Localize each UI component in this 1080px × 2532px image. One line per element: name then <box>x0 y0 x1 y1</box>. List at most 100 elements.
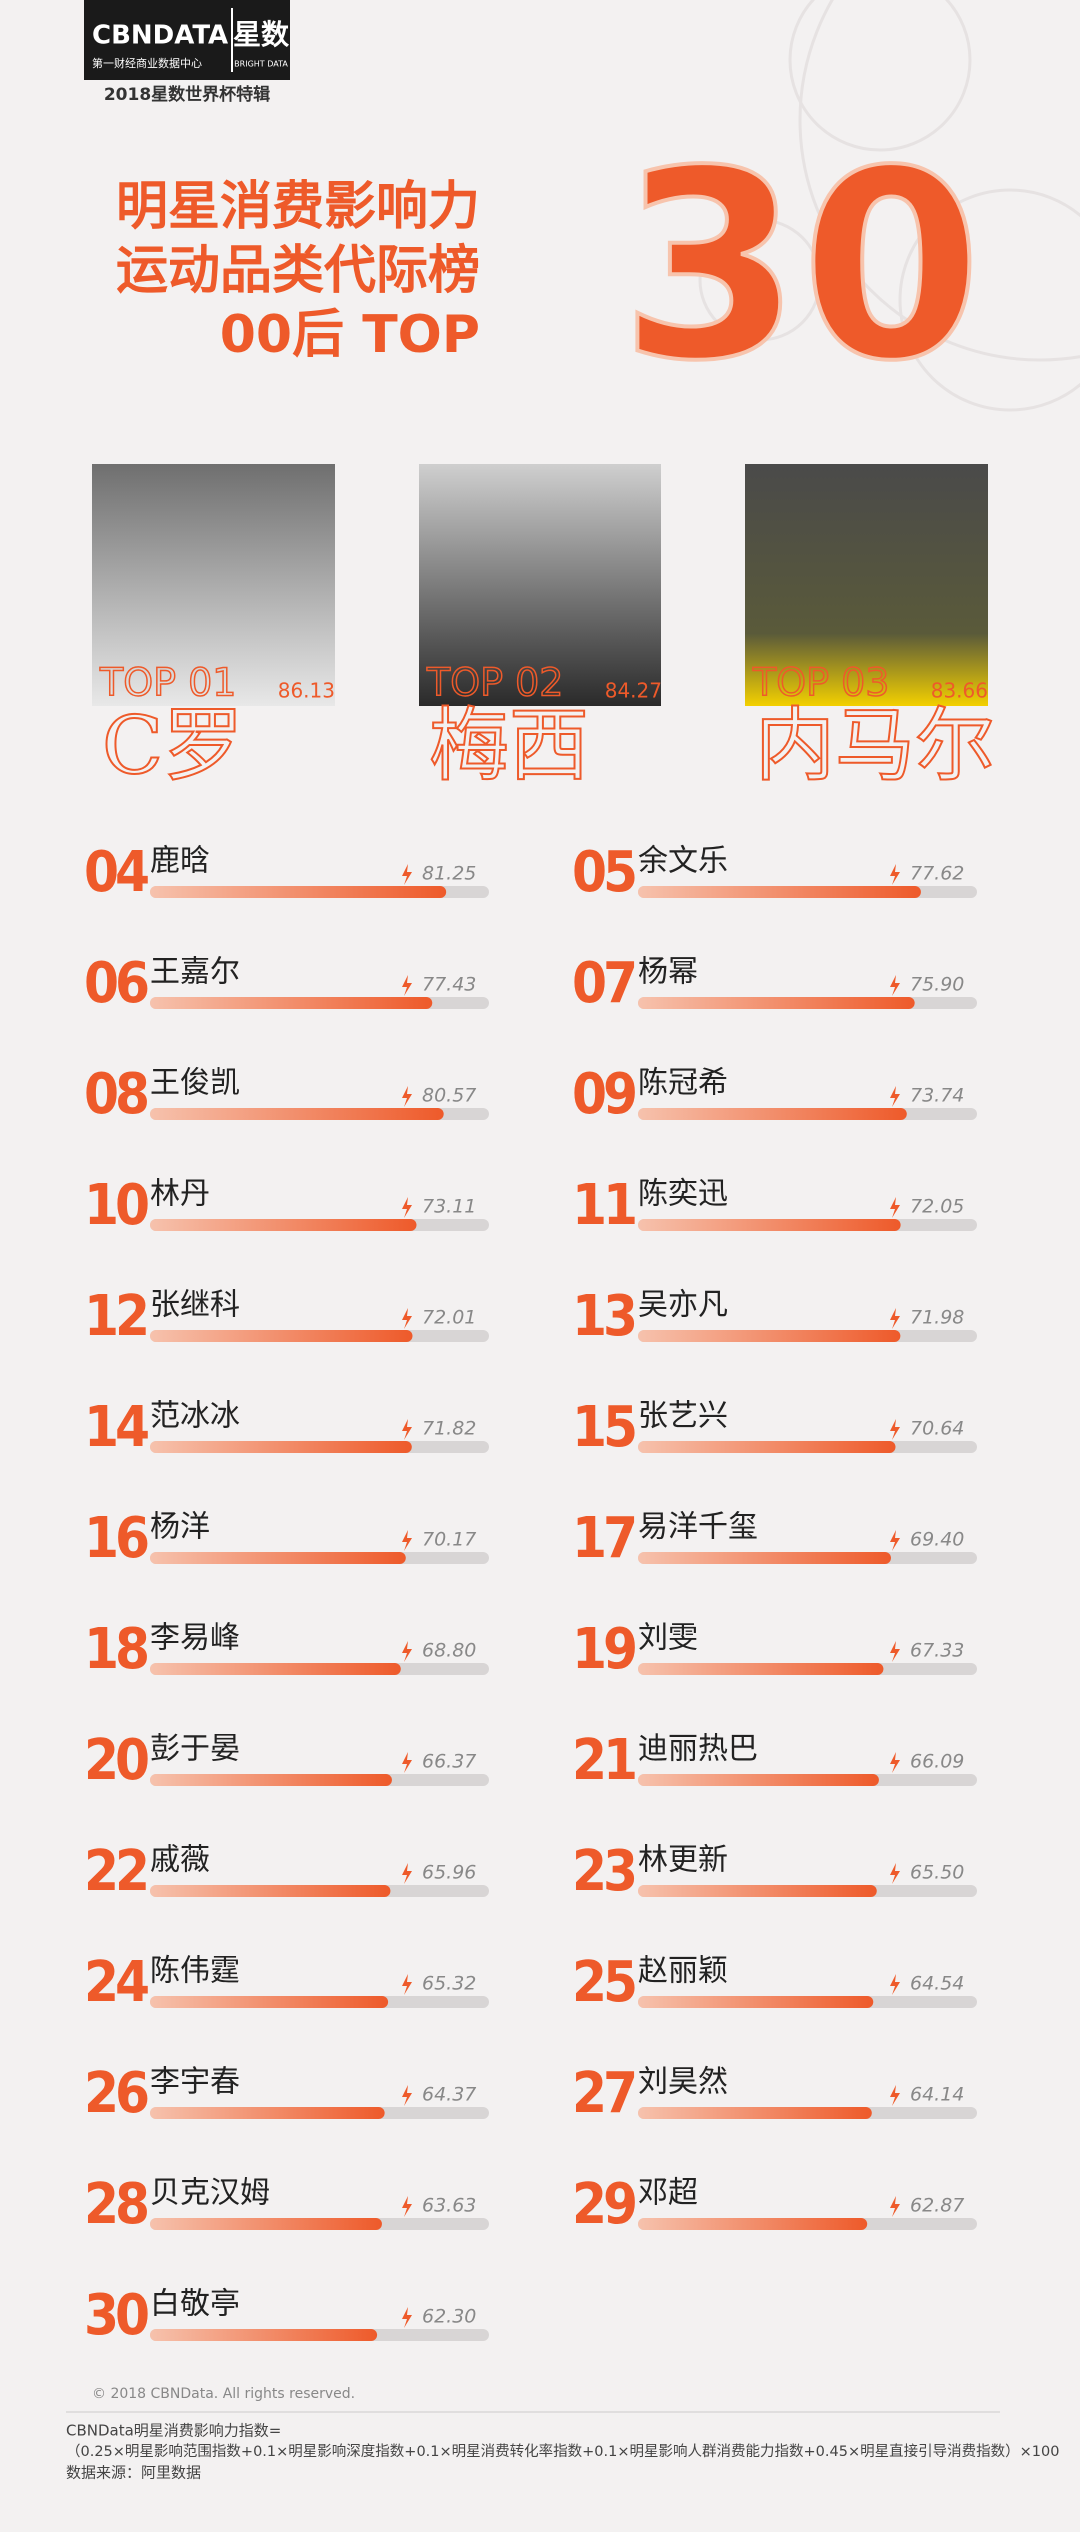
bolt-icon <box>402 2307 412 2328</box>
value-label: 62.87 <box>910 2195 964 2217</box>
rank: 30 <box>84 2283 148 2348</box>
value-label: 62.30 <box>422 2306 476 2328</box>
rank: 18 <box>84 1617 147 1682</box>
bolt-icon <box>402 1308 412 1329</box>
name: 贝克汉姆 <box>150 2176 270 2211</box>
name: 迪丽热巴 <box>638 1732 758 1767</box>
bar <box>150 2329 378 2341</box>
value-label: 64.14 <box>910 2084 964 2106</box>
name: 余文乐 <box>638 844 728 879</box>
rank: 09 <box>572 1062 635 1127</box>
rank: 14 <box>84 1395 148 1460</box>
value-label: 73.11 <box>422 1196 476 1218</box>
bolt-icon <box>890 1863 900 1884</box>
top-name: C罗 <box>102 699 243 792</box>
rank: 20 <box>84 1728 148 1793</box>
value-label: 67.33 <box>910 1640 964 1662</box>
bar <box>150 1996 389 2008</box>
name: 刘昊然 <box>638 2065 728 2100</box>
value-label: 70.17 <box>422 1529 476 1551</box>
value-label: 69.40 <box>910 1529 964 1551</box>
name: 杨洋 <box>150 1510 210 1545</box>
bolt-icon <box>402 1086 412 1107</box>
value-label: 64.37 <box>422 2084 476 2106</box>
rank: 07 <box>572 951 635 1016</box>
value-label: 71.82 <box>422 1418 476 1440</box>
name: 张艺兴 <box>638 1399 728 1434</box>
value-label: 63.63 <box>422 2195 476 2217</box>
edition: 2018星数世界杯特辑 <box>104 84 270 105</box>
brand: CBNDATA <box>92 21 228 51</box>
bar <box>638 1108 907 1120</box>
name: 戚薇 <box>150 1843 210 1878</box>
value-label: 71.98 <box>910 1307 964 1329</box>
bolt-icon <box>890 1308 900 1329</box>
formula-line: （0.25×明星影响范围指数+0.1×明星影响深度指数+0.1×明星消费转化率指… <box>66 2443 1059 2460</box>
bar <box>638 1663 884 1675</box>
rank: 19 <box>572 1617 635 1682</box>
bar <box>638 1552 891 1564</box>
bar <box>150 997 433 1009</box>
bar <box>638 997 915 1009</box>
name: 李易峰 <box>150 1621 240 1656</box>
bolt-icon <box>402 1197 412 1218</box>
rank: 04 <box>84 840 148 905</box>
bolt-icon <box>890 1752 900 1773</box>
name: 杨幂 <box>638 955 698 990</box>
bar <box>150 1441 412 1453</box>
bar <box>638 1441 896 1453</box>
rank: 27 <box>572 2061 635 2126</box>
name: 林丹 <box>150 1177 210 1212</box>
bolt-icon <box>402 1752 412 1773</box>
name: 陈冠希 <box>638 1066 728 1101</box>
photo <box>419 464 661 706</box>
top-rank: TOP 02 <box>426 661 563 705</box>
copyright: © 2018 CBNData. All rights reserved. <box>92 2386 355 2402</box>
value-label: 64.54 <box>910 1973 964 1995</box>
name: 邓超 <box>638 2176 698 2211</box>
brand-cn: 星数 <box>233 18 290 51</box>
photo <box>745 464 988 706</box>
bolt-icon <box>402 1863 412 1884</box>
bar <box>638 1885 877 1897</box>
value-label: 68.80 <box>422 1640 476 1662</box>
brand-sub: 第一财经商业数据中心 <box>92 56 202 70</box>
bar <box>150 1774 392 1786</box>
name: 刘雯 <box>638 1621 698 1656</box>
title-number: 30 <box>620 116 982 418</box>
bar <box>638 2218 868 2230</box>
value-label: 66.09 <box>910 1751 964 1773</box>
bolt-icon <box>890 975 900 996</box>
bolt-icon <box>402 1974 412 1995</box>
bar <box>150 1219 417 1231</box>
value-label: 72.01 <box>422 1307 476 1329</box>
value-label: 66.37 <box>422 1751 476 1773</box>
rank: 12 <box>84 1284 146 1349</box>
rank: 06 <box>84 951 148 1016</box>
bar <box>150 1885 391 1897</box>
rank: 22 <box>84 1839 146 1904</box>
name: 林更新 <box>638 1843 728 1878</box>
top-name: 内马尔 <box>755 699 995 792</box>
name: 吴亦凡 <box>638 1288 728 1323</box>
bolt-icon <box>402 975 412 996</box>
value-label: 65.96 <box>422 1862 476 1884</box>
bolt-icon <box>890 1641 900 1662</box>
value-label: 77.43 <box>422 974 476 996</box>
bolt-icon <box>402 1530 412 1551</box>
name: 彭于晏 <box>150 1732 240 1767</box>
rank: 24 <box>84 1950 148 2015</box>
bar <box>638 1330 901 1342</box>
value-label: 81.25 <box>422 863 476 885</box>
rank: 26 <box>84 2061 148 2126</box>
title-line: 明星消费影响力 <box>116 177 480 237</box>
bolt-icon <box>890 1086 900 1107</box>
bar <box>638 1774 879 1786</box>
title-line: 运动品类代际榜 <box>116 241 480 301</box>
value-label: 75.90 <box>910 974 964 996</box>
decor <box>698 0 1080 412</box>
rank: 23 <box>572 1839 635 1904</box>
bolt-icon <box>890 864 900 885</box>
rank: 28 <box>84 2172 147 2237</box>
value-label: 70.64 <box>910 1418 964 1440</box>
